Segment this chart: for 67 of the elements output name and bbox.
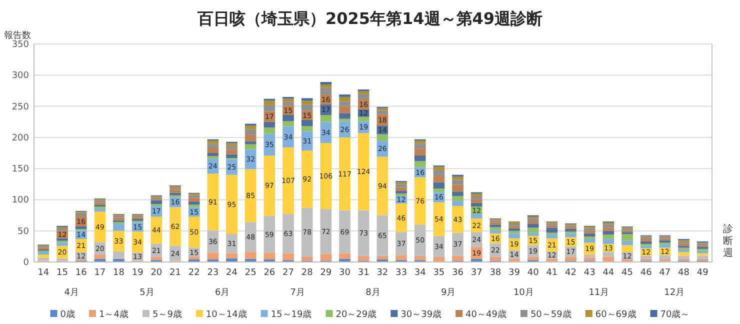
x-tick-label: 16 <box>75 268 88 278</box>
y-tick-label: 350 <box>12 40 30 50</box>
text: 11月 <box>588 288 610 298</box>
text: 9月 <box>440 288 456 298</box>
legend-label: 60～69歳 <box>595 309 636 320</box>
x-tick-label: 37 <box>470 268 482 278</box>
y-tick-label: 0 <box>23 258 30 268</box>
x-tick-label: 41 <box>546 268 558 278</box>
x-tick-label: 22 <box>188 268 200 278</box>
legend-label: 20～29歳 <box>336 309 377 320</box>
x-tick-label: 23 <box>207 268 219 278</box>
text: 10月 <box>513 288 534 298</box>
legend-label: 40～49歳 <box>466 309 506 320</box>
text: 5月 <box>140 288 154 298</box>
legend-label: 15～19歳 <box>270 309 312 320</box>
text: 12月 <box>664 288 685 298</box>
x-tick-label: 30 <box>339 268 351 278</box>
y-tick-label: 100 <box>12 196 30 206</box>
x-tick-label: 33 <box>396 268 407 278</box>
legend-label: 50～59歳 <box>530 309 572 320</box>
x-tick-label: 27 <box>282 268 294 278</box>
x-tick-label: 20 <box>150 268 162 278</box>
x-tick-label: 18 <box>113 268 125 278</box>
x-tick-label: 48 <box>678 268 690 278</box>
x-tick-label: 38 <box>490 268 502 278</box>
text: 6月 <box>214 288 230 298</box>
x-tick-label: 17 <box>94 268 106 278</box>
x-tick-label: 44 <box>602 268 614 278</box>
x-tick-label: 45 <box>622 268 633 278</box>
x-tick-label: 36 <box>452 268 464 278</box>
x-tick-label: 32 <box>376 268 388 278</box>
legend-label: 10～14歳 <box>206 309 247 320</box>
x-tick-label: 19 <box>132 268 144 278</box>
legend-label: 0歳 <box>60 309 76 320</box>
x-tick-label: 28 <box>301 268 314 278</box>
x-tick-label: 24 <box>226 268 238 278</box>
x-tick-label: 40 <box>527 268 540 278</box>
y-tick-label: 300 <box>12 71 30 82</box>
y-tick-label: 200 <box>12 133 30 144</box>
x-tick-label: 34 <box>414 268 426 278</box>
text: 7月 <box>290 288 306 298</box>
x-tick-label: 31 <box>358 268 370 278</box>
x-tick-label: 39 <box>508 268 520 278</box>
text: 4月 <box>64 288 80 298</box>
x-tick-label: 14 <box>38 268 50 278</box>
x-tick-label: 21 <box>170 268 181 278</box>
x-tick-label: 43 <box>584 268 596 278</box>
y-axis-title: 報告数 <box>4 30 31 41</box>
x-tick-label: 29 <box>320 268 332 278</box>
x-tick-label: 25 <box>244 268 256 278</box>
text: 8月 <box>366 288 380 298</box>
x-tick-label: 47 <box>659 268 671 278</box>
x-tick-label: 42 <box>565 268 576 278</box>
y-tick-label: 150 <box>12 164 30 175</box>
x-tick-label: 49 <box>696 268 709 278</box>
legend-label: 5～9歳 <box>152 309 182 320</box>
legend-label: 30～39歳 <box>400 309 442 320</box>
x-tick-label: 15 <box>56 268 68 278</box>
x-tick-label: 35 <box>433 268 445 278</box>
y-tick-label: 250 <box>12 102 30 112</box>
x-axis-title: 診断週 <box>723 223 733 259</box>
legend-label: 1～4歳 <box>99 309 128 320</box>
x-tick-label: 46 <box>640 268 652 278</box>
y-tick-label: 50 <box>18 226 30 237</box>
x-tick-label: 26 <box>264 268 276 278</box>
chart-title: 百日咳（埼玉県）2025年第14週～第49週診断 <box>196 9 543 28</box>
legend-label: 70歳～ <box>660 309 690 320</box>
